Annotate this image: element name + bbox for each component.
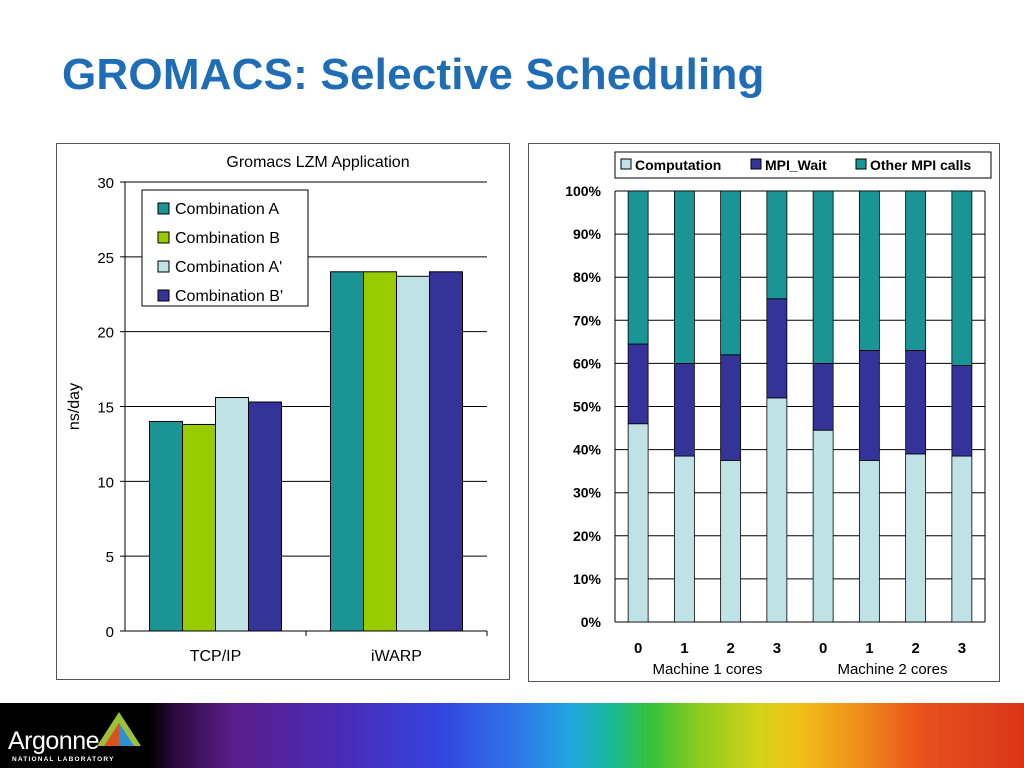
legend-box xyxy=(614,151,992,179)
stacked-bar-segment xyxy=(720,459,742,623)
x-tick-label: 2 xyxy=(726,640,734,657)
y-tick-label: 10% xyxy=(573,571,602,587)
stacked-bar-segment xyxy=(858,459,880,623)
stacked-bar-segment xyxy=(673,455,695,623)
argonne-logo: Argonne NATIONAL LABORATORY xyxy=(8,711,148,763)
time-breakdown-stacked-chart: 0% 10% 20% 30% 40% 50% 60% 70% 80% 90% 100% 0 1 2 3 0 1 2… xyxy=(528,143,1000,682)
y-tick-label: 30 xyxy=(97,175,114,192)
y-tick-label: 0 xyxy=(106,624,114,641)
stacked-bar-segment xyxy=(766,190,788,300)
stacked-bar-segment xyxy=(766,298,788,399)
chart-title: Gromacs LZM Application xyxy=(226,154,409,171)
legend-swatch xyxy=(157,289,170,302)
x-group-label: Machine 2 cores xyxy=(837,661,947,678)
y-tick-label: 40% xyxy=(573,442,602,458)
y-tick-label: 20% xyxy=(573,528,602,544)
stacked-bar-segment xyxy=(627,423,649,623)
ns-per-day-bar-chart: Gromacs LZM Application 0 5 10 15 20 25 30 ns/da… xyxy=(56,143,510,680)
stacked-bar-segment xyxy=(766,397,788,623)
y-tick-label: 90% xyxy=(573,226,602,242)
stacked-bar-segment xyxy=(720,190,742,356)
bar xyxy=(149,420,183,632)
stacked-bar-segment xyxy=(627,343,649,425)
stacked-bar-segment xyxy=(951,455,973,623)
bar xyxy=(429,271,463,632)
y-tick-label: 15 xyxy=(97,400,114,417)
footer-band: Argonne NATIONAL LABORATORY xyxy=(0,703,1024,768)
x-tick-label: 1 xyxy=(865,640,873,657)
time-breakdown-chart-svg: 0% 10% 20% 30% 40% 50% 60% 70% 80% 90% 100% 0 1 2 3 0 1 2… xyxy=(565,151,992,678)
stacked-bar-segment xyxy=(720,354,742,461)
y-tick-label: 10 xyxy=(97,474,114,491)
stacked-bar-segment xyxy=(951,365,973,457)
x-tick-label: 0 xyxy=(634,640,642,657)
bar xyxy=(182,423,216,632)
stacked-bar-segment xyxy=(905,350,927,455)
y-tick-label: 100% xyxy=(565,183,601,199)
x-group-label: Machine 1 cores xyxy=(652,661,762,678)
legend-label: Combination A' xyxy=(175,259,282,276)
bar xyxy=(248,401,282,632)
y-tick-label: 70% xyxy=(573,312,602,328)
bar xyxy=(396,275,430,632)
logo-wordmark: Argonne xyxy=(8,727,100,755)
stacked-bar-segment xyxy=(951,190,973,366)
legend-box xyxy=(141,189,309,307)
y-tick-label: 30% xyxy=(573,485,602,501)
stacked-bar-segment xyxy=(905,453,927,623)
x-tick-label: 1 xyxy=(680,640,688,657)
y-tick-label: 50% xyxy=(573,399,602,415)
x-tick-label: 3 xyxy=(958,640,966,657)
legend-label: Combination B' xyxy=(175,288,283,305)
stacked-bar-segment xyxy=(812,429,834,623)
x-tick-label: 0 xyxy=(819,640,827,657)
y-tick-label: 0% xyxy=(581,614,602,630)
bar xyxy=(330,271,364,632)
y-tick-label: 20 xyxy=(97,325,114,342)
bar xyxy=(215,397,249,632)
legend-label: Computation xyxy=(635,157,721,173)
x-tick-label: TCP/IP xyxy=(190,648,242,665)
legend-swatch xyxy=(157,202,170,215)
slide-title: GROMACS: Selective Scheduling xyxy=(62,50,765,99)
legend-swatch xyxy=(157,260,170,273)
stacked-bar-segment xyxy=(858,350,880,461)
stacked-bar-segment xyxy=(673,190,695,364)
x-tick-label: 3 xyxy=(773,640,781,657)
x-tick-label: 2 xyxy=(911,640,919,657)
x-tick-label: iWARP xyxy=(371,648,422,665)
legend-swatch xyxy=(620,158,632,170)
stacked-bar-segment xyxy=(812,190,834,364)
stacked-bar-segment xyxy=(858,190,880,351)
legend-label: Combination B xyxy=(175,230,280,247)
legend-label: Combination A xyxy=(175,201,279,218)
logo-subtitle: NATIONAL LABORATORY xyxy=(12,756,115,763)
legend-swatch xyxy=(855,158,867,170)
y-tick-label: 60% xyxy=(573,355,602,371)
legend-swatch xyxy=(157,231,170,244)
stacked-bar-segment xyxy=(673,362,695,457)
stacked-bar-segment xyxy=(627,190,649,345)
ns-per-day-chart-svg: Gromacs LZM Application 0 5 10 15 20 25 30 ns/da… xyxy=(66,154,488,665)
y-axis-label: ns/day xyxy=(66,383,83,430)
stacked-bar-segment xyxy=(905,190,927,351)
legend-label: Other MPI calls xyxy=(870,157,971,173)
y-tick-label: 80% xyxy=(573,269,602,285)
y-tick-label: 25 xyxy=(97,250,114,267)
legend-swatch xyxy=(750,158,762,170)
bar xyxy=(363,271,397,632)
legend-label: MPI_Wait xyxy=(765,157,827,173)
y-tick-label: 5 xyxy=(106,549,114,566)
stacked-bar-segment xyxy=(812,362,834,431)
argonne-triangle-icon xyxy=(97,712,141,746)
